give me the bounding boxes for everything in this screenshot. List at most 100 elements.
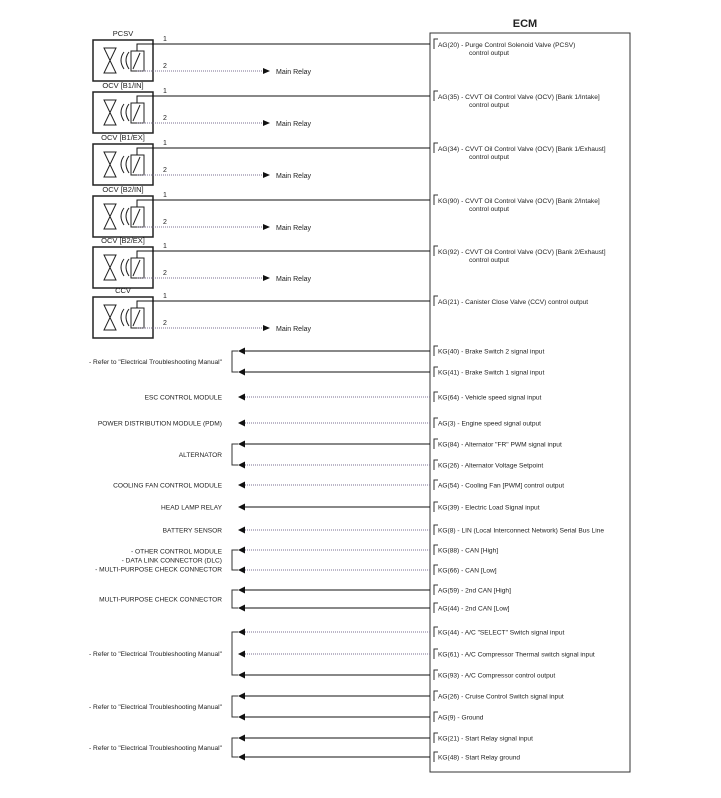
valve-label: OCV [B1/EX]	[101, 133, 145, 142]
connected-device-label: ESC CONTROL MODULE	[145, 395, 223, 402]
terminal-bracket	[433, 501, 438, 512]
valve-box	[92, 195, 154, 238]
arrow-right-icon	[263, 224, 270, 230]
ecm-terminal-label: AG(3) - Engine speed signal output	[438, 421, 541, 428]
valve-symbol-icon	[103, 203, 117, 230]
ecm-terminal-label: KG(41) - Brake Switch 1 signal input	[438, 370, 544, 377]
spring-icon	[125, 51, 130, 70]
arrow-left-icon	[238, 393, 245, 401]
ecm-terminal-label: KG(84) - Alternator "FR" PWM signal inpu…	[438, 442, 562, 449]
valve-symbol-icon	[103, 151, 117, 178]
terminal-bracket	[433, 602, 438, 613]
valve-box	[92, 246, 154, 289]
pin-number: 1	[163, 192, 167, 199]
connected-device-label: - Refer to "Electrical Troubleshooting M…	[89, 359, 223, 366]
solenoid-core	[132, 309, 141, 327]
connected-device-label: - MULTI-PURPOSE CHECK CONNECTOR	[95, 567, 222, 574]
pin-number: 1	[163, 36, 167, 43]
group-bracket	[231, 589, 238, 609]
ecm-terminal-label: AG(34) - CVVT Oil Control Valve (OCV) [B…	[438, 146, 606, 153]
ecm-terminal-label-cont: control output	[469, 50, 509, 57]
group-bracket	[231, 631, 238, 676]
terminal-bracket	[433, 417, 438, 428]
valve-symbol-icon	[103, 254, 117, 281]
valve-symbol-icon	[103, 47, 117, 74]
pin-number: 1	[163, 243, 167, 250]
group-bracket	[231, 443, 238, 466]
arrow-left-icon	[238, 566, 245, 574]
connected-device-label: MULTI-PURPOSE CHECK CONNECTOR	[99, 597, 222, 604]
terminal-bracket	[433, 459, 438, 470]
ecm-terminal-label: KG(66) - CAN [Low]	[438, 568, 497, 575]
ecm-terminal-label: AG(44) - 2nd CAN [Low]	[438, 606, 510, 613]
valve-box	[92, 296, 154, 339]
terminal-bracket	[433, 524, 438, 535]
arrow-left-icon	[238, 692, 245, 700]
arrow-left-icon	[238, 650, 245, 658]
ecm-terminal-label: KG(61) - A/C Compressor Thermal switch s…	[438, 652, 595, 659]
ecm-terminal-label: AG(21) - Canister Close Valve (CCV) cont…	[438, 299, 588, 306]
terminal-bracket	[433, 751, 438, 762]
arrow-left-icon	[238, 671, 245, 679]
terminal-bracket	[433, 142, 438, 153]
wire-pin1	[136, 250, 430, 258]
valve-label: OCV [B2/IN]	[102, 185, 143, 194]
wire-pin1	[136, 147, 430, 155]
arrow-left-icon	[238, 604, 245, 612]
ecm-terminal-label: KG(40) - Brake Switch 2 signal input	[438, 349, 544, 356]
connected-device-label: - OTHER CONTROL MODULE	[131, 549, 223, 556]
solenoid-core	[132, 104, 141, 122]
terminal-bracket	[433, 626, 438, 637]
spring-icon	[120, 207, 125, 226]
ecm-terminal-label: KG(26) - Alternator Voltage Setpoint	[438, 463, 543, 470]
arrow-right-icon	[263, 120, 270, 126]
spring-icon	[120, 51, 125, 70]
terminal-bracket	[433, 38, 438, 49]
main-relay-label: Main Relay	[276, 69, 312, 76]
arrow-left-icon	[238, 481, 245, 489]
terminal-bracket	[433, 584, 438, 595]
connected-device-label: HEAD LAMP RELAY	[161, 505, 223, 512]
ecm-terminal-label: AG(26) - Cruise Control Switch signal in…	[438, 694, 564, 701]
terminal-bracket	[433, 90, 438, 101]
valve-label: OCV [B1/IN]	[102, 81, 143, 90]
connected-device-label: - Refer to "Electrical Troubleshooting M…	[89, 745, 223, 752]
connected-device-label: POWER DISTRIBUTION MODULE (PDM)	[98, 421, 222, 428]
arrow-left-icon	[238, 753, 245, 761]
connected-device-label: - DATA LINK CONNECTOR (DLC)	[122, 558, 222, 565]
spring-icon	[120, 258, 125, 277]
valve-symbol-icon	[103, 304, 117, 331]
arrow-left-icon	[238, 546, 245, 554]
terminal-bracket	[433, 194, 438, 205]
group-bracket	[231, 549, 238, 571]
main-relay-label: Main Relay	[276, 326, 312, 333]
pin-number: 1	[163, 88, 167, 95]
ecm-terminal-label: AG(59) - 2nd CAN [High]	[438, 588, 511, 595]
arrow-left-icon	[238, 526, 245, 534]
connected-device-label: COOLING FAN CONTROL MODULE	[113, 483, 223, 490]
connected-device-label: - Refer to "Electrical Troubleshooting M…	[89, 651, 223, 658]
ecm-terminal-label: AG(35) - CVVT Oil Control Valve (OCV) [B…	[438, 94, 600, 101]
ecm-terminal-label: AG(54) - Cooling Fan [PWM] control outpu…	[438, 483, 564, 490]
pin-number: 2	[163, 63, 167, 70]
valve-box	[92, 91, 154, 134]
pin-number: 1	[163, 140, 167, 147]
arrow-left-icon	[238, 461, 245, 469]
wire-pin1	[136, 95, 430, 103]
terminal-bracket	[433, 438, 438, 449]
spring-icon	[125, 103, 130, 122]
terminal-bracket	[433, 669, 438, 680]
ecm-terminal-label: AG(9) - Ground	[438, 715, 484, 722]
group-bracket	[231, 350, 238, 373]
arrow-left-icon	[238, 347, 245, 355]
valve-symbol-icon	[103, 99, 117, 126]
solenoid-core	[132, 52, 141, 70]
spring-icon	[120, 103, 125, 122]
main-relay-label: Main Relay	[276, 276, 312, 283]
ecm-terminal-label-cont: control output	[469, 257, 509, 264]
ecm-terminal-label: KG(48) - Start Relay ground	[438, 755, 520, 762]
arrow-left-icon	[238, 713, 245, 721]
terminal-bracket	[433, 479, 438, 490]
